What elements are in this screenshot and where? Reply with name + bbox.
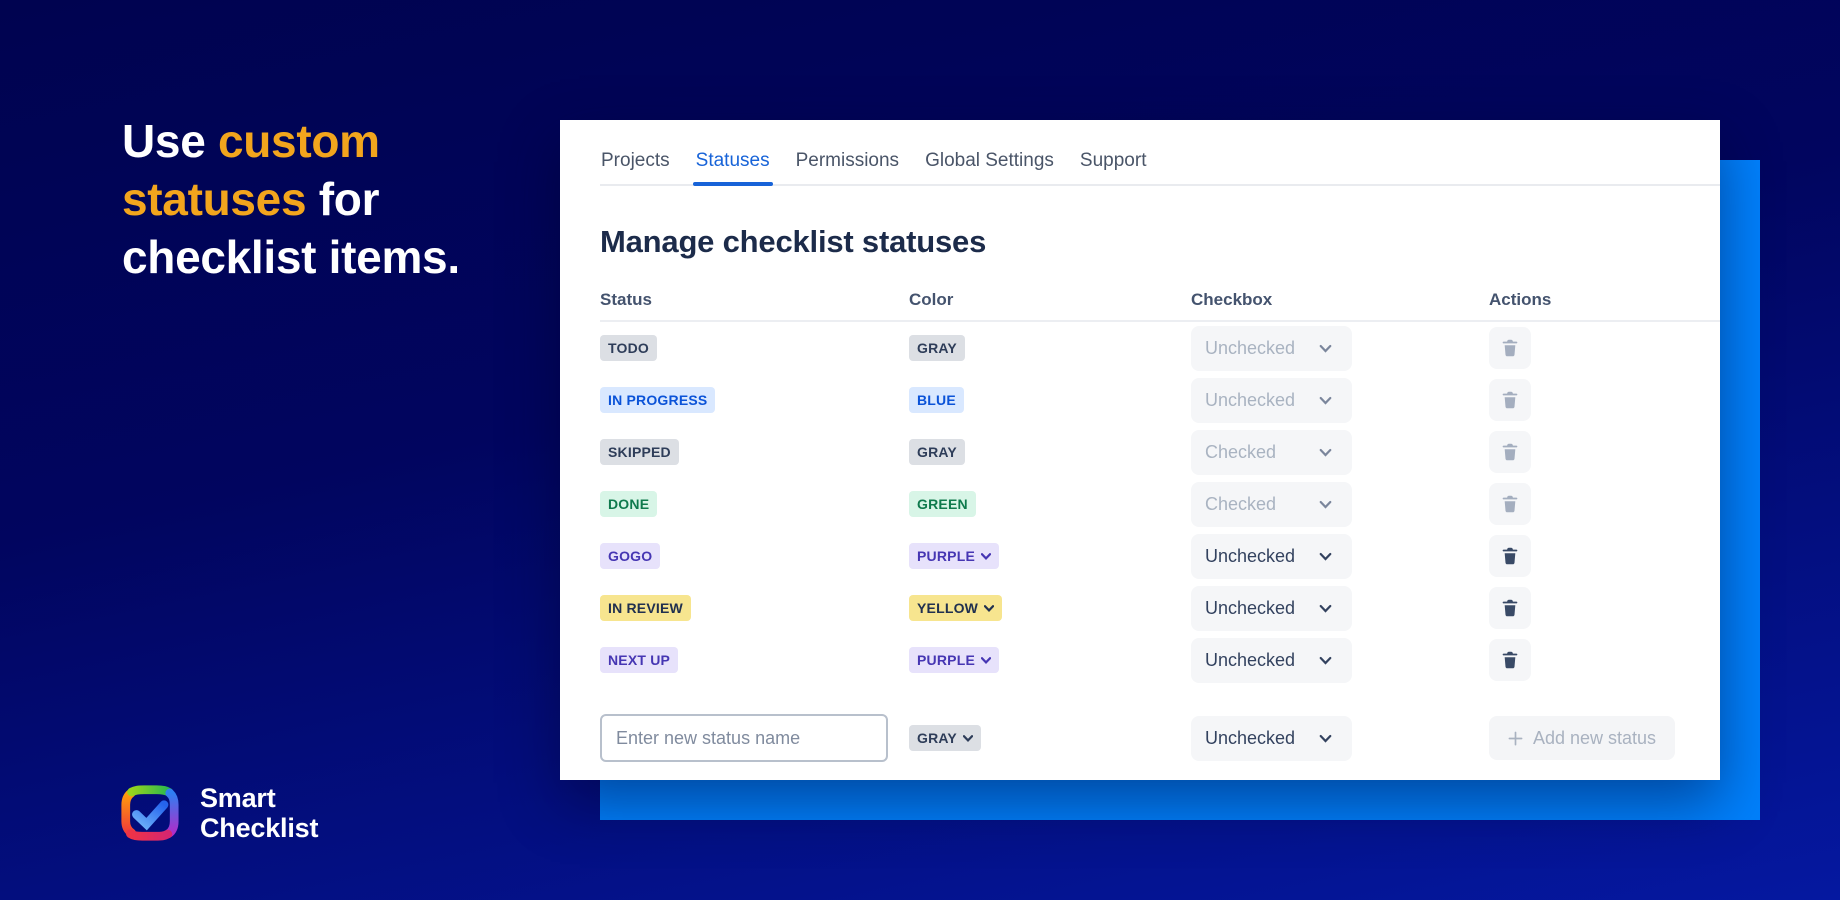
add-status-button[interactable]: Add new status [1489,716,1675,760]
color-badge-dropdown[interactable]: YELLOW [909,595,1003,621]
status-badge: TODO [600,335,657,361]
column-header-status: Status [600,290,652,309]
trash-icon [1502,443,1518,461]
chevron-down-icon [962,734,973,742]
headline-highlight: custom statuses [122,115,380,225]
color-badge-dropdown[interactable]: PURPLE [909,543,999,569]
delete-button[interactable] [1489,587,1531,629]
tab-global-settings[interactable]: Global Settings [925,150,1054,171]
chevron-down-icon [1319,656,1332,665]
tab-statuses[interactable]: Statuses [692,150,773,186]
checkbox-dropdown-value: Unchecked [1205,727,1296,748]
checkbox-dropdown-value: Checked [1205,493,1277,514]
column-header-color: Color [909,290,954,309]
trash-icon [1502,391,1518,409]
delete-button [1489,327,1531,369]
checkbox-dropdown[interactable]: Unchecked [1191,533,1352,579]
color-badge: GRAY [909,335,965,361]
checkbox-dropdown: Checked [1191,481,1352,527]
add-status-row: GRAY Unchecked Add new status [600,714,1680,762]
color-badge-label: GREEN [917,496,968,512]
brand-name-line1: Smart [200,783,276,813]
chevron-down-icon [984,604,995,612]
trash-icon [1502,339,1518,357]
column-header-actions: Actions [1489,290,1552,309]
table-row: TODO GRAY Unchecked [600,322,1680,374]
status-badge: SKIPPED [600,439,679,465]
headline-text-2: for checklist items. [122,173,460,283]
trash-icon [1502,651,1518,669]
checkbox-dropdown[interactable]: Unchecked [1191,715,1352,761]
hero-headline: Use custom statuses for checklist items. [122,112,558,286]
tab-projects[interactable]: Projects [601,150,670,171]
color-badge: GRAY [909,439,965,465]
status-badge: IN REVIEW [600,595,691,621]
add-status-button-label: Add new status [1532,727,1657,748]
delete-button[interactable] [1489,639,1531,681]
tab-permissions[interactable]: Permissions [795,150,900,171]
chevron-down-icon [1319,396,1332,405]
checkbox-dropdown[interactable]: Unchecked [1191,585,1352,631]
settings-card: Projects Statuses Permissions Global Set… [560,120,1720,780]
checkbox-dropdown-value: Unchecked [1205,649,1296,670]
page-title: Manage checklist statuses [600,224,987,259]
headline-text-1: Use [122,115,218,167]
smart-checklist-logo-icon [121,785,179,841]
color-badge-label: BLUE [917,392,956,408]
checkbox-dropdown-value: Unchecked [1205,337,1296,358]
color-badge-label: PURPLE [917,548,975,564]
table-row: SKIPPED GRAY Checked [600,426,1680,478]
checkbox-dropdown-value: Unchecked [1205,545,1296,566]
delete-button[interactable] [1489,535,1531,577]
color-badge: GREEN [909,491,976,517]
plus-icon [1508,731,1523,745]
color-badge-label: GRAY [917,444,957,460]
color-badge-label: GRAY [917,730,957,746]
trash-icon [1502,495,1518,513]
checkbox-dropdown: Unchecked [1191,377,1352,423]
table-row: IN PROGRESS BLUE Unchecked [600,374,1680,426]
status-badge: NEXT UP [600,647,679,673]
table-row: DONE GREEN Checked [600,478,1680,530]
checkbox-dropdown-value: Unchecked [1205,389,1296,410]
tab-bar: Projects Statuses Permissions Global Set… [600,120,1720,186]
chevron-down-icon [1319,344,1332,353]
color-badge-dropdown[interactable]: PURPLE [909,647,999,673]
color-badge-label: PURPLE [917,652,975,668]
brand-name-line2: Checklist [200,813,319,843]
checkbox-dropdown[interactable]: Unchecked [1191,637,1352,683]
color-badge-label: GRAY [917,340,957,356]
chevron-down-icon [1319,448,1332,457]
trash-icon [1502,547,1518,565]
status-badge: DONE [600,491,658,517]
chevron-down-icon [1319,604,1332,613]
column-header-checkbox: Checkbox [1191,290,1273,309]
brand-name: Smart Checklist [200,783,318,843]
checkbox-dropdown-value: Checked [1205,441,1277,462]
status-badge: GOGO [600,543,661,569]
table-row: NEXT UP PURPLE Unchecked [600,634,1680,686]
chevron-down-icon [1319,500,1332,509]
delete-button [1489,431,1531,473]
table-header-row: Status Color Checkbox Actions [600,290,1720,322]
delete-button [1489,379,1531,421]
color-badge-dropdown[interactable]: GRAY [909,725,981,751]
checkbox-dropdown-value: Unchecked [1205,597,1296,618]
new-status-input[interactable] [600,714,888,762]
trash-icon [1502,599,1518,617]
color-badge: BLUE [909,387,964,413]
table-row: IN REVIEW YELLOW Unchecked [600,582,1680,634]
chevron-down-icon [981,552,991,560]
checkbox-dropdown: Unchecked [1191,325,1352,371]
color-badge-label: YELLOW [917,600,979,616]
delete-button [1489,483,1531,525]
chevron-down-icon [1319,552,1332,561]
status-badge: IN PROGRESS [600,387,716,413]
chevron-down-icon [1319,734,1332,743]
checkbox-dropdown: Checked [1191,429,1352,475]
tab-support[interactable]: Support [1079,150,1147,171]
table-row: GOGO PURPLE Unchecked [600,530,1680,582]
chevron-down-icon [981,656,991,664]
brand-logo: Smart Checklist [118,782,318,844]
